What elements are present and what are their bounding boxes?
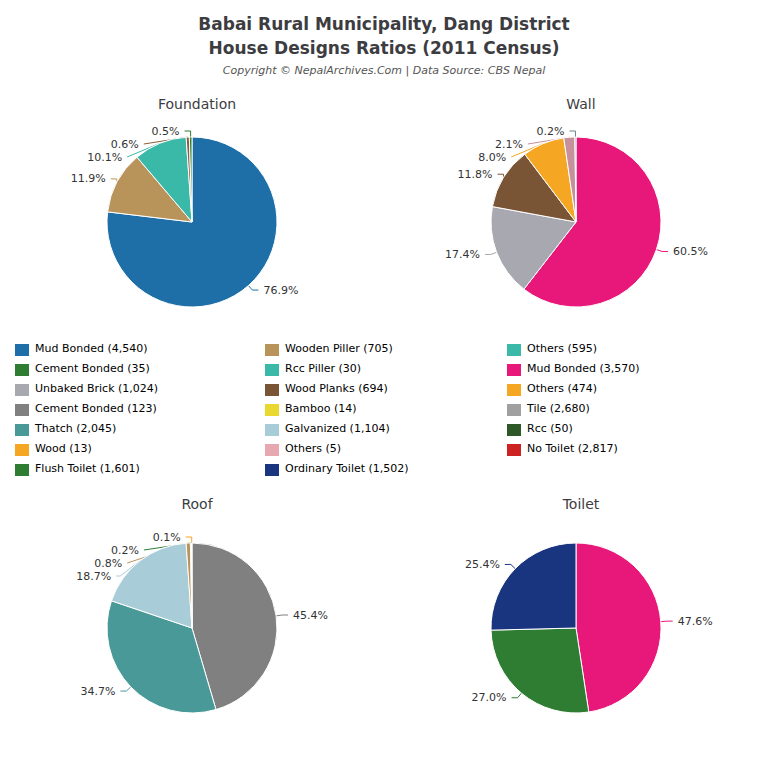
svg-text:Rcc (50): Rcc (50) [527, 422, 573, 435]
svg-text:Cement Bonded (35): Cement Bonded (35) [35, 362, 150, 375]
svg-text:45.4%: 45.4% [293, 609, 328, 622]
svg-text:0.2%: 0.2% [111, 544, 139, 557]
svg-text:Ordinary Toilet (1,502): Ordinary Toilet (1,502) [285, 462, 409, 475]
svg-text:Flush Toilet (1,601): Flush Toilet (1,601) [35, 462, 140, 475]
svg-text:11.9%: 11.9% [71, 172, 106, 185]
svg-text:Wooden Piller (705): Wooden Piller (705) [285, 342, 393, 355]
svg-text:Rcc Piller (30): Rcc Piller (30) [285, 362, 361, 375]
svg-text:Unbaked Brick (1,024): Unbaked Brick (1,024) [35, 382, 158, 395]
svg-text:11.8%: 11.8% [458, 168, 493, 181]
svg-text:Mud Bonded (4,540): Mud Bonded (4,540) [35, 342, 148, 355]
svg-text:0.2%: 0.2% [536, 125, 564, 138]
svg-text:Others (595): Others (595) [527, 342, 597, 355]
svg-text:Toilet: Toilet [562, 496, 600, 512]
svg-text:27.0%: 27.0% [472, 691, 507, 704]
svg-text:Others (5): Others (5) [285, 442, 341, 455]
svg-text:House Designs Ratios (2011 Cen: House Designs Ratios (2011 Census) [209, 38, 560, 58]
svg-text:76.9%: 76.9% [263, 284, 298, 297]
svg-text:8.0%: 8.0% [478, 151, 506, 164]
svg-text:Wall: Wall [566, 96, 595, 112]
svg-text:Bamboo (14): Bamboo (14) [285, 402, 357, 415]
svg-text:Galvanized (1,104): Galvanized (1,104) [285, 422, 390, 435]
svg-text:60.5%: 60.5% [673, 245, 708, 258]
svg-text:Cement Bonded (123): Cement Bonded (123) [35, 402, 157, 415]
svg-text:47.6%: 47.6% [678, 615, 713, 628]
svg-text:18.7%: 18.7% [76, 570, 111, 583]
svg-text:0.8%: 0.8% [94, 557, 122, 570]
svg-text:Wood Planks (694): Wood Planks (694) [285, 382, 388, 395]
svg-text:Tile (2,680): Tile (2,680) [526, 402, 590, 415]
svg-text:Wood (13): Wood (13) [35, 442, 92, 455]
svg-text:25.4%: 25.4% [465, 558, 500, 571]
svg-text:17.4%: 17.4% [445, 248, 480, 261]
svg-text:0.5%: 0.5% [152, 125, 180, 138]
svg-text:Babai Rural Municipality, Dang: Babai Rural Municipality, Dang District [198, 14, 569, 34]
svg-text:Mud Bonded (3,570): Mud Bonded (3,570) [527, 362, 640, 375]
svg-text:Thatch (2,045): Thatch (2,045) [34, 422, 116, 435]
svg-text:0.1%: 0.1% [153, 531, 181, 544]
svg-text:Roof: Roof [181, 496, 213, 512]
svg-text:2.1%: 2.1% [495, 138, 523, 151]
svg-text:Copyright © NepalArchives.Com: Copyright © NepalArchives.Com | Data Sou… [223, 64, 545, 77]
svg-text:No Toilet (2,817): No Toilet (2,817) [527, 442, 618, 455]
svg-text:Foundation: Foundation [158, 96, 236, 112]
svg-text:Others (474): Others (474) [527, 382, 597, 395]
svg-text:0.6%: 0.6% [111, 138, 139, 151]
svg-text:10.1%: 10.1% [87, 151, 122, 164]
svg-text:34.7%: 34.7% [80, 685, 115, 698]
